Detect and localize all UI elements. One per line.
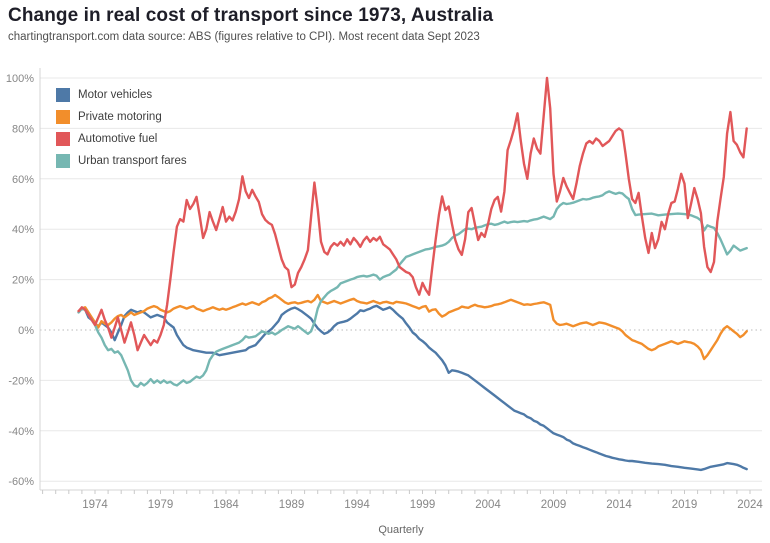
x-tick-label: 2024 [737, 499, 763, 511]
y-tick-label: -20% [8, 375, 34, 387]
legend-item-private-motoring[interactable]: Private motoring [56, 106, 187, 128]
x-tick-label: 1999 [410, 499, 436, 511]
y-tick-label: 20% [12, 275, 34, 287]
legend-label: Motor vehicles [78, 89, 153, 101]
legend-item-automotive-fuel[interactable]: Automotive fuel [56, 128, 187, 150]
x-tick-label: 1979 [148, 499, 174, 511]
chart-legend: Motor vehicles Private motoring Automoti… [56, 84, 187, 172]
x-tick-label: 2009 [541, 499, 567, 511]
y-tick-label: 40% [12, 224, 34, 236]
series-line-automotive-fuel[interactable] [77, 76, 748, 352]
y-tick-label: 0% [18, 325, 34, 337]
chart-title: Change in real cost of transport since 1… [8, 5, 494, 26]
chart-subtitle: chartingtransport.com data source: ABS (… [8, 31, 480, 43]
urban-transport-fares-swatch-icon [56, 154, 70, 168]
x-tick-label: 2019 [672, 499, 698, 511]
legend-label: Urban transport fares [78, 155, 187, 167]
x-tick-label: 2004 [475, 499, 501, 511]
x-axis-labels: 1974 1979 1984 1989 1994 1999 2004 2009 2014 2019… [82, 499, 763, 511]
x-tick-label: 1994 [344, 499, 370, 511]
automotive-fuel-swatch-icon [56, 132, 70, 146]
legend-item-motor-vehicles[interactable]: Motor vehicles [56, 84, 187, 106]
legend-label: Automotive fuel [78, 133, 158, 145]
series-line-private-motoring[interactable] [77, 293, 748, 361]
legend-label: Private motoring [78, 111, 162, 123]
motor-vehicles-swatch-icon [56, 88, 70, 102]
series-line-urban-transport-fares[interactable] [77, 190, 748, 388]
y-axis-labels: 100% 80% 60% 40% 20% 0% -20% -40% -60% [6, 73, 34, 488]
x-axis-title: Quarterly [378, 524, 424, 536]
x-tick-label: 1984 [213, 499, 239, 511]
x-axis-ticks [42, 490, 751, 494]
y-tick-label: -60% [8, 476, 34, 488]
y-tick-label: 80% [12, 123, 34, 135]
x-tick-label: 1974 [82, 499, 108, 511]
x-tick-label: 2014 [606, 499, 632, 511]
series-line-motor-vehicles[interactable] [77, 304, 748, 472]
y-tick-label: -40% [8, 426, 34, 438]
y-tick-label: 60% [12, 174, 34, 186]
private-motoring-swatch-icon [56, 110, 70, 124]
legend-item-urban-transport-fares[interactable]: Urban transport fares [56, 150, 187, 172]
x-tick-label: 1989 [279, 499, 305, 511]
gridlines [40, 77, 762, 482]
y-tick-label: 100% [6, 73, 34, 85]
